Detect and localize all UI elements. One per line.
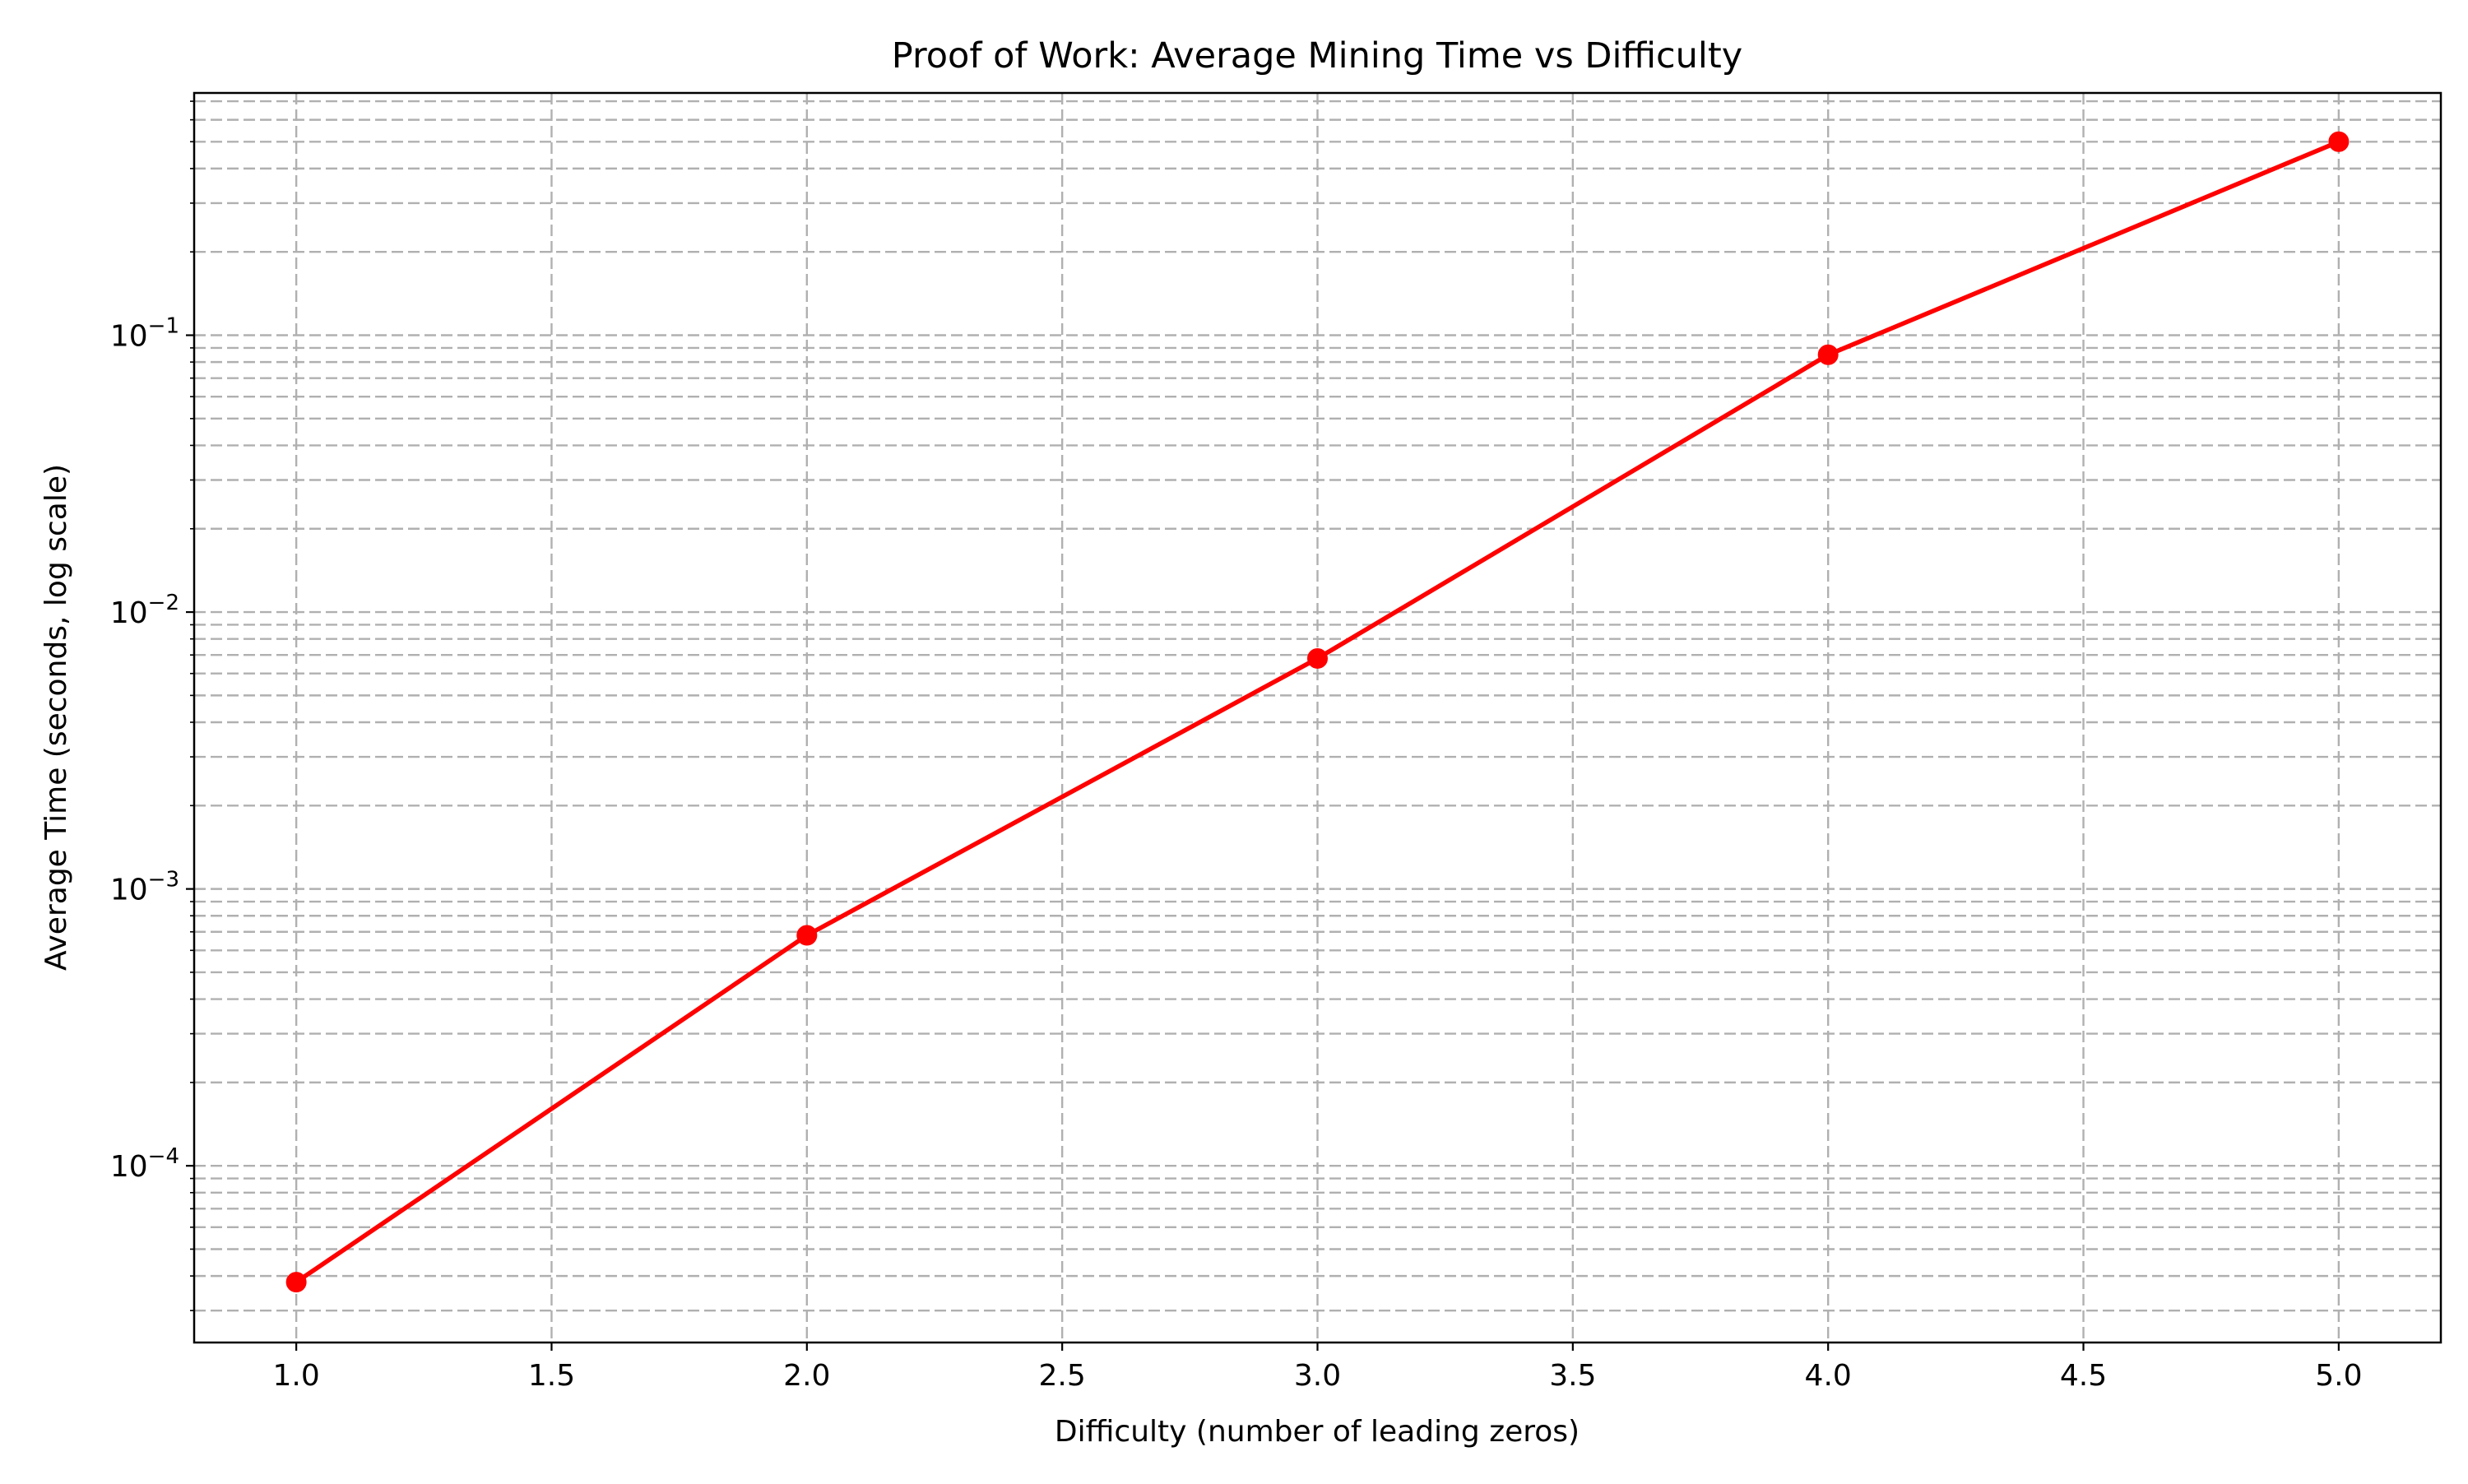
series-layer <box>285 131 2350 1293</box>
x-tick-label: 2.5 <box>1039 1359 1086 1393</box>
y-tick-label: 10−2 <box>110 591 179 630</box>
data-point-marker <box>2328 131 2350 152</box>
x-tick-label: 3.5 <box>1549 1359 1596 1393</box>
data-point-marker <box>1307 647 1328 669</box>
data-point-marker <box>1817 344 1839 365</box>
y-axis-label: Average Time (seconds, log scale) <box>39 464 73 971</box>
tick-layer: 1.0 1.5 2.0 2.5 3.0 3.5 4.0 4.5 5.0 10−4 10−3 10−2 1… <box>110 100 2362 1393</box>
x-tick-label: 5.0 <box>2315 1359 2362 1393</box>
data-point-marker <box>285 1272 307 1293</box>
y-tick-label: 10−3 <box>110 868 179 907</box>
x-tick-label: 4.0 <box>1805 1359 1852 1393</box>
x-axis-label: Difficulty (number of leading zeros) <box>1055 1415 1580 1449</box>
y-tick-label: 10−4 <box>110 1144 179 1184</box>
y-tick-label: 10−1 <box>110 314 179 354</box>
x-tick-label: 1.5 <box>528 1359 575 1393</box>
chart-title: Proof of Work: Average Mining Time vs Di… <box>892 35 1742 77</box>
x-tick-label: 3.0 <box>1294 1359 1341 1393</box>
x-tick-label: 1.0 <box>273 1359 320 1393</box>
data-point-marker <box>796 925 818 946</box>
x-tick-label: 4.5 <box>2060 1359 2107 1393</box>
x-tick-label: 2.0 <box>783 1359 830 1393</box>
